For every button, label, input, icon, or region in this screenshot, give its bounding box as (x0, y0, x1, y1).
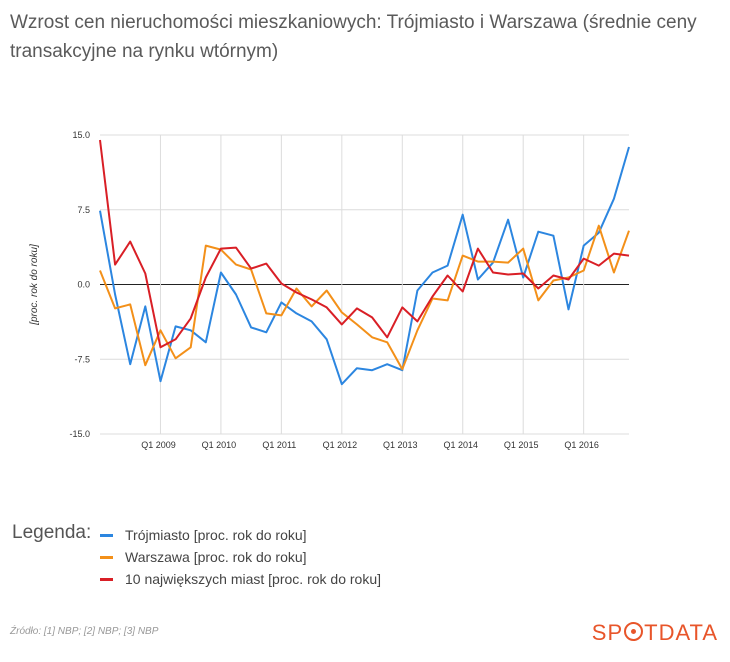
legend-swatch (100, 555, 113, 559)
logo-text-right: TDATA (644, 620, 718, 645)
line-chart: 15.0 7.5 0.0 -7.5 -15.0 Q1 2009 Q1 2010 Q1 2011… (29, 130, 630, 450)
legend: Trójmiasto [proc. rok do roku] Warszawa [… (100, 524, 381, 590)
series-line-3 (99, 139, 630, 349)
x-tick-label: Q1 2010 (202, 440, 237, 450)
y-tick-label: 0.0 (77, 280, 90, 290)
legend-label: Trójmiasto [proc. rok do roku] (125, 527, 307, 543)
y-tick-label: -7.5 (74, 354, 90, 364)
series-line-1 (99, 146, 630, 386)
legend-label: Warszawa [proc. rok do roku] (125, 549, 307, 565)
y-tick-label: -15.0 (69, 429, 90, 439)
legend-item[interactable]: Trójmiasto [proc. rok do roku] (100, 524, 381, 546)
series-line-2 (99, 224, 630, 371)
logo-text-left: SP (591, 620, 624, 645)
x-tick-label: Q1 2012 (323, 440, 358, 450)
spotdata-logo[interactable]: SP TDATA (592, 620, 718, 646)
chart-title: Wzrost cen nieruchomości mieszkaniowych:… (10, 12, 697, 62)
legend-label: 10 największych miast [proc. rok do roku… (125, 571, 381, 587)
legend-item[interactable]: 10 największych miast [proc. rok do roku… (100, 568, 381, 590)
x-tick-label: Q1 2009 (141, 440, 176, 450)
y-axis-label: [proc. rok do roku] (29, 244, 40, 326)
x-tick-label: Q1 2013 (383, 440, 418, 450)
x-tick-label: Q1 2011 (262, 440, 296, 450)
x-tick-label: Q1 2014 (443, 440, 478, 450)
x-tick-label: Q1 2016 (564, 440, 599, 450)
y-tick-label: 15.0 (72, 130, 90, 140)
logo-ring-icon (624, 622, 644, 641)
legend-heading: Legenda: (12, 522, 92, 543)
x-tick-label: Q1 2015 (504, 440, 539, 450)
legend-item[interactable]: Warszawa [proc. rok do roku] (100, 546, 381, 568)
legend-swatch (100, 533, 113, 537)
legend-swatch (100, 577, 113, 581)
y-tick-label: 7.5 (77, 205, 90, 215)
source-note: Źródło: [1] NBP; [2] NBP; [3] NBP (10, 626, 159, 637)
